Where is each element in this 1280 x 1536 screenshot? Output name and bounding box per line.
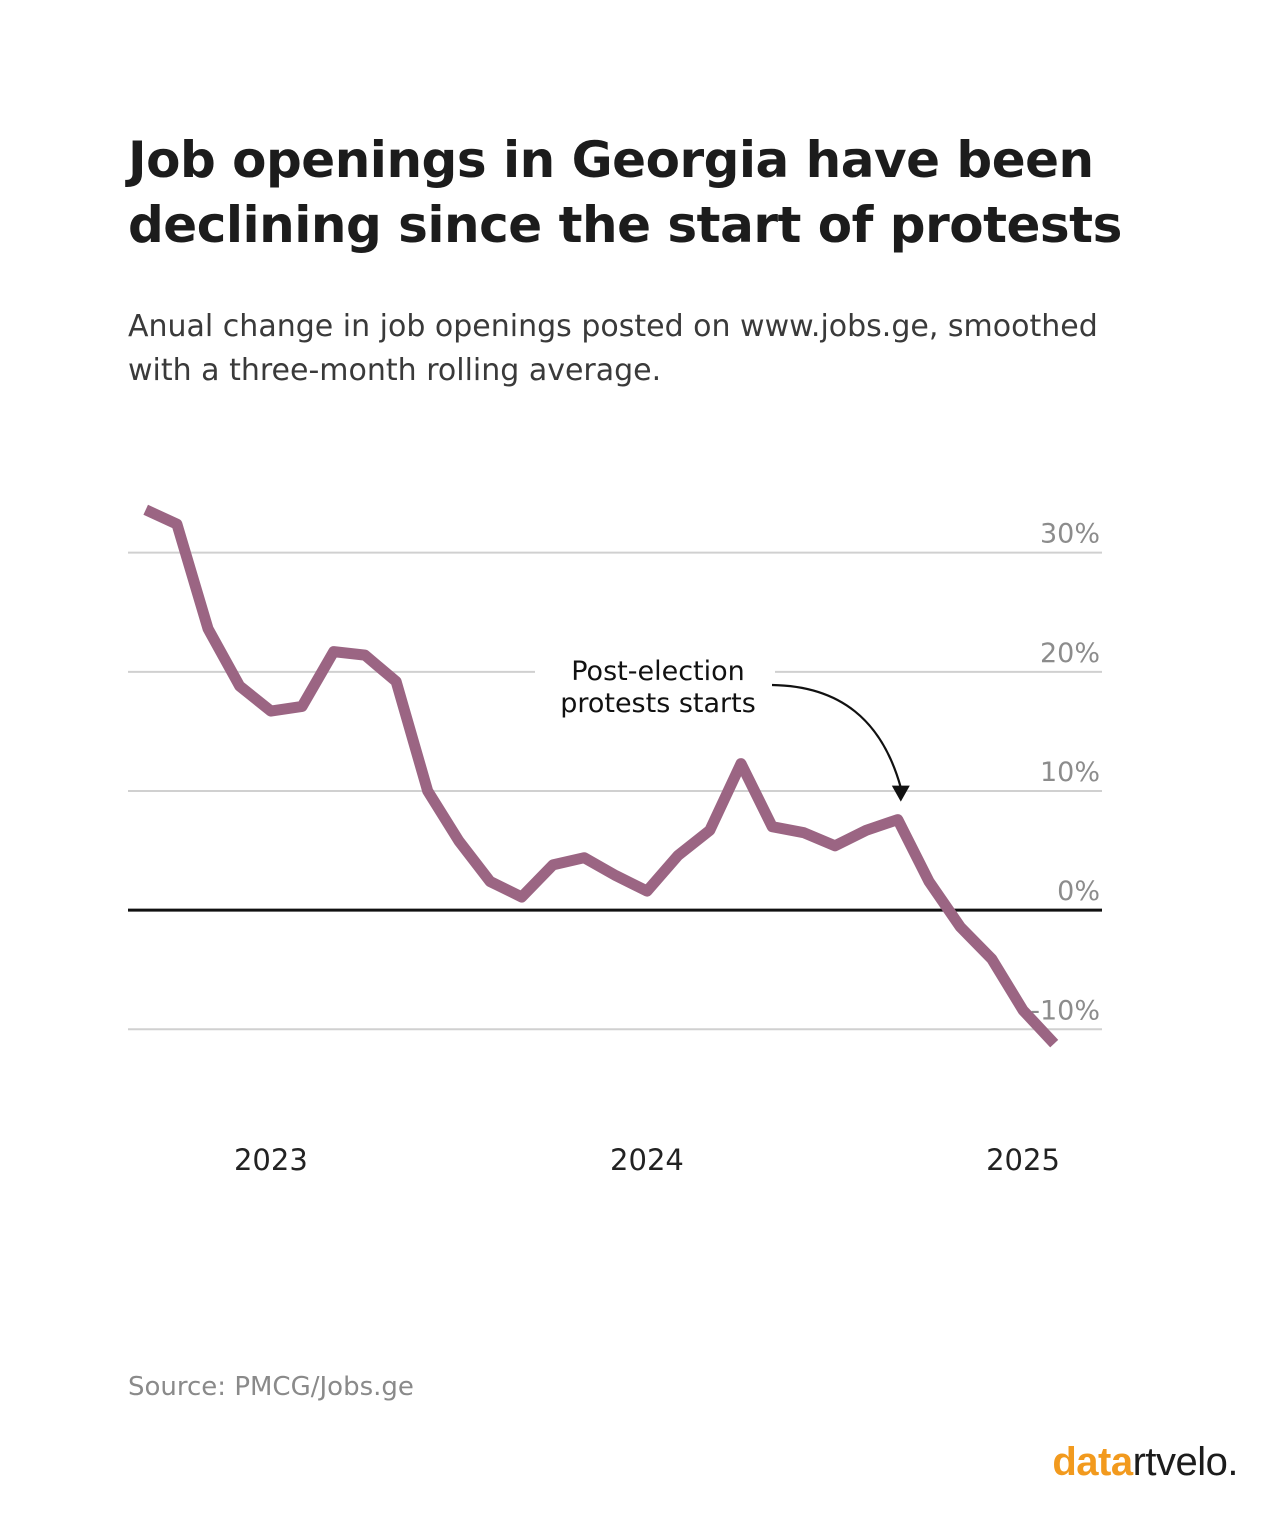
annotation-text: protests starts (560, 688, 756, 719)
y-tick-label: 10% (1040, 757, 1100, 788)
y-tick-label: 20% (1040, 638, 1100, 669)
y-tick-label: 0% (1057, 876, 1100, 907)
datartvelo-logo: datartvelo. (1052, 1440, 1238, 1485)
annotation-bg (535, 650, 775, 722)
x-tick-label: 2023 (234, 1143, 308, 1177)
logo-part-rtvelo: rtvelo. (1132, 1440, 1239, 1484)
x-tick-label: 2025 (986, 1143, 1060, 1177)
annotation-text: Post-election (571, 656, 745, 687)
annotation-arrowhead (891, 785, 910, 802)
chart-title: Job openings in Georgia have been declin… (128, 131, 1122, 254)
x-tick-label: 2024 (610, 1143, 684, 1177)
y-tick-label: -10% (1030, 995, 1100, 1026)
chart-subtitle: Anual change in job openings posted on w… (128, 309, 1098, 388)
annotation-arrow (771, 683, 902, 788)
series-line-0 (143, 504, 1059, 1048)
source-note: Source: PMCG/Jobs.ge (128, 1372, 414, 1402)
logo-part-data: data (1052, 1440, 1133, 1484)
y-tick-label: 30% (1040, 519, 1100, 550)
